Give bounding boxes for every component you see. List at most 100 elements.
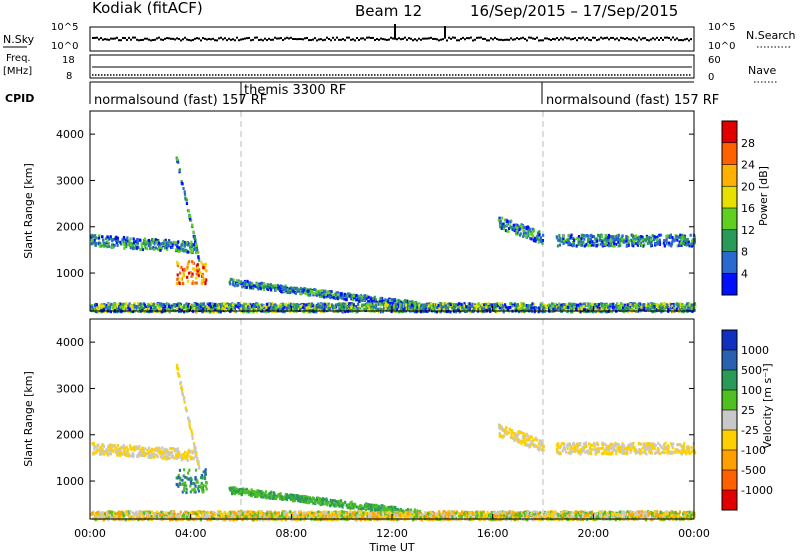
- echo-cell: [554, 305, 556, 308]
- echo-cell: [178, 374, 180, 377]
- echo-cell: [148, 450, 150, 453]
- nsky-point: [278, 37, 280, 39]
- echo-cell: [117, 240, 119, 243]
- echo-cell: [165, 454, 167, 457]
- nave-label: Nave: [748, 64, 776, 77]
- nsky-point: [370, 37, 372, 39]
- echo-cell: [627, 303, 629, 306]
- echo-cell: [252, 287, 254, 290]
- echo-cell: [604, 239, 606, 242]
- echo-cell: [236, 284, 238, 287]
- echo-cell: [183, 456, 185, 459]
- nsky-point: [490, 37, 492, 39]
- echo-cell: [151, 450, 153, 453]
- nsky-point: [294, 38, 296, 40]
- nsky-point: [658, 39, 660, 41]
- echo-cell: [188, 209, 190, 212]
- echo-cell: [578, 235, 580, 238]
- echo-cell: [332, 296, 334, 299]
- echo-cell: [577, 304, 579, 307]
- echo-cell: [202, 490, 204, 493]
- echo-cell: [539, 305, 541, 308]
- nsky-point: [434, 38, 436, 40]
- nsky-point: [214, 39, 216, 41]
- nsky-point: [224, 37, 226, 39]
- echo-cell: [104, 244, 106, 247]
- echo-cell: [110, 235, 112, 238]
- echo-cell: [516, 230, 518, 233]
- nsky-point: [360, 38, 362, 40]
- echo-cell: [386, 304, 388, 307]
- nsky-point: [416, 39, 418, 41]
- date-range: 16/Sep/2015 – 17/Sep/2015: [470, 2, 678, 20]
- echo-cell: [641, 244, 643, 247]
- echo-cell: [136, 455, 138, 458]
- echo-cell: [195, 277, 197, 280]
- nsky-point: [206, 39, 208, 41]
- echo-cell: [133, 449, 135, 452]
- echo-cell: [270, 284, 272, 287]
- echo-cell: [578, 238, 580, 241]
- echo-cell: [604, 234, 606, 237]
- echo-cell: [164, 246, 166, 249]
- echo-cell: [687, 238, 689, 241]
- nsky-point: [656, 37, 658, 39]
- echo-cell: [160, 456, 162, 459]
- nsky-point: [236, 37, 238, 39]
- echo-cell: [177, 367, 179, 370]
- nsky-point: [260, 39, 262, 41]
- echo-cell: [238, 281, 240, 284]
- echo-cell: [573, 303, 575, 306]
- echo-cell: [189, 251, 191, 254]
- echo-cell: [181, 249, 183, 252]
- nsky-point: [676, 37, 678, 39]
- echo-cell: [185, 455, 187, 458]
- nsky-point: [682, 39, 684, 41]
- nsky-point: [594, 37, 596, 39]
- echo-cell: [186, 409, 188, 412]
- nsky-point: [456, 39, 458, 41]
- nsky-point: [468, 37, 470, 39]
- echo-cell: [98, 237, 100, 240]
- nsky-point: [104, 38, 106, 40]
- echo-cell: [668, 241, 670, 244]
- echo-cell: [108, 452, 110, 455]
- nsky-point: [390, 37, 392, 39]
- echo-cell: [310, 290, 312, 293]
- echo-cell: [538, 233, 540, 236]
- nsky-point: [344, 39, 346, 41]
- echo-cell: [538, 241, 540, 244]
- nsky-point: [528, 37, 530, 39]
- nsky-point: [378, 39, 380, 41]
- echo-cell: [396, 305, 398, 308]
- nsky-point: [580, 37, 582, 39]
- nsky-point: [648, 39, 650, 41]
- nsky-point: [184, 37, 186, 39]
- echo-cell: [506, 223, 508, 226]
- echo-cell: [558, 307, 560, 310]
- echo-cell: [204, 305, 206, 308]
- nsky-point: [634, 38, 636, 40]
- echo-cell: [261, 304, 263, 307]
- nsky-point: [356, 37, 358, 39]
- echo-cell: [677, 303, 679, 306]
- echo-cell: [323, 296, 325, 299]
- echo-cell: [143, 452, 145, 455]
- nsky-point: [248, 37, 250, 39]
- nsky-point: [492, 38, 494, 40]
- echo-cell: [442, 302, 444, 305]
- nsky-point: [622, 37, 624, 39]
- nsky-point: [108, 39, 110, 41]
- echo-cell: [146, 247, 148, 250]
- echo-cell: [157, 455, 159, 458]
- nsky-point: [216, 39, 218, 41]
- echo-cell: [219, 303, 221, 306]
- echo-cell: [130, 243, 132, 246]
- echo-cell: [95, 451, 97, 454]
- echo-cell: [445, 304, 447, 307]
- echo-cell: [499, 222, 501, 225]
- echo-cell: [158, 242, 160, 245]
- echo-cell: [691, 239, 693, 242]
- nsky-point: [334, 39, 336, 41]
- echo-cell: [115, 236, 117, 239]
